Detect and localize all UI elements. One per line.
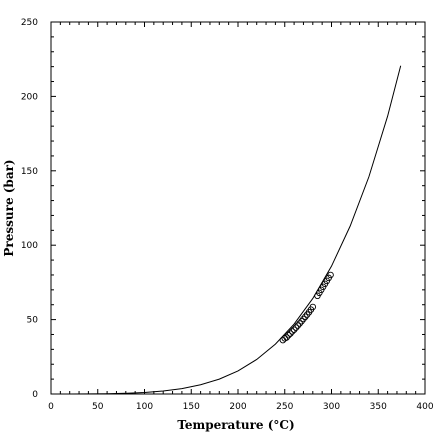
x-tick-label: 400	[416, 402, 433, 412]
saturation-curve	[50, 65, 402, 395]
x-tick-label: 250	[276, 402, 293, 412]
data-point	[302, 313, 309, 321]
data-point	[300, 315, 307, 323]
data-point	[287, 330, 294, 337]
data-point	[309, 303, 317, 311]
data-point	[296, 320, 303, 327]
x-tick-label: 150	[183, 402, 200, 412]
plot-frame	[50, 21, 426, 395]
x-axis-title: Temperature (°C)	[177, 418, 294, 432]
data-point	[283, 334, 290, 341]
x-tick-label: 0	[48, 402, 54, 412]
x-tick-label: 100	[136, 402, 153, 412]
data-point	[298, 317, 305, 325]
y-axis-title: Pressure (bar)	[2, 159, 16, 256]
x-tick-label: 350	[370, 402, 387, 412]
data-point	[327, 271, 334, 279]
data-point	[290, 326, 298, 333]
y-tick-label: 250	[21, 18, 38, 28]
x-tick-label: 50	[92, 402, 104, 412]
x-tick-label: 300	[323, 402, 340, 412]
data-point	[288, 328, 296, 335]
y-tick-label: 0	[32, 390, 38, 400]
data-point	[294, 322, 302, 329]
x-tick-label: 200	[229, 402, 246, 412]
y-tick-labels: 0 50 100 150 200 250	[21, 18, 38, 400]
y-tick-label: 150	[21, 167, 38, 177]
data-point	[285, 331, 292, 339]
y-tick-label: 50	[27, 316, 39, 326]
series-layer	[50, 65, 402, 395]
axis-ticks	[50, 21, 426, 395]
y-tick-label: 100	[21, 241, 38, 251]
y-tick-label: 200	[21, 92, 38, 102]
data-point	[292, 324, 300, 331]
x-tick-labels: 0 50 100 150 200 250 300 350 400	[48, 402, 434, 412]
